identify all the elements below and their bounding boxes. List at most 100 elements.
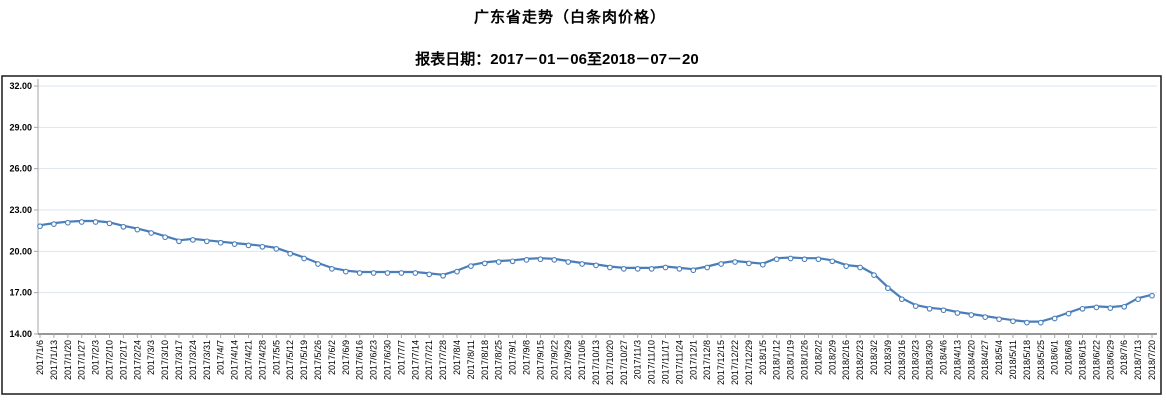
x-axis-label: 2017/9/15 <box>535 340 545 380</box>
x-axis-label: 2017/7/7 <box>396 340 406 375</box>
x-axis-label: 2017/6/23 <box>369 340 379 380</box>
data-point <box>551 257 558 263</box>
x-axis-label: 2017/2/10 <box>105 340 115 380</box>
x-axis-label: 2017/10/13 <box>591 340 601 385</box>
x-axis-label: 2018/2/16 <box>841 340 851 380</box>
data-point <box>495 259 502 265</box>
x-axis-label: 2017/4/7 <box>216 340 226 375</box>
x-axis-label: 2018/1/12 <box>772 340 782 380</box>
chart-border <box>1 75 1162 395</box>
data-point <box>565 259 572 265</box>
data-point <box>342 268 349 275</box>
data-point <box>773 256 780 263</box>
x-axis-label: 2017/4/14 <box>230 340 240 380</box>
data-point <box>106 220 113 227</box>
data-point <box>315 261 321 267</box>
data-point <box>329 266 335 272</box>
data-point <box>301 255 307 262</box>
data-point <box>746 260 752 267</box>
x-axis-label: 2017/2/3 <box>91 340 101 375</box>
data-point <box>1135 296 1141 303</box>
y-axis-label: 26.00 <box>9 164 32 174</box>
x-axis-label: 2018/4/20 <box>966 340 976 380</box>
data-point <box>162 234 168 241</box>
x-axis-label: 2018/7/13 <box>1133 340 1143 380</box>
x-axis-label: 2017/2/24 <box>132 340 142 380</box>
y-axis-label: 23.00 <box>9 205 32 215</box>
data-point <box>1121 303 1128 310</box>
x-axis-label: 2017/5/5 <box>271 340 281 375</box>
x-axis-label: 2017/6/9 <box>341 340 351 375</box>
x-axis-label: 2018/3/9 <box>883 340 893 375</box>
data-point <box>468 263 474 269</box>
data-point <box>412 270 419 276</box>
x-axis-label: 2018/3/23 <box>911 340 921 380</box>
x-axis-label: 2018/6/8 <box>1064 340 1074 375</box>
x-axis-label: 2017/11/3 <box>633 340 643 379</box>
chart-title: 广东省走势（白条肉价格） <box>473 9 666 26</box>
chart-subtitle: 报表日期：2017－01－06至2018－07－20 <box>415 51 699 68</box>
data-point <box>509 258 516 265</box>
x-axis-label: 2018/6/15 <box>1078 340 1088 380</box>
x-axis-label: 2017/3/24 <box>188 340 198 380</box>
data-point <box>871 272 877 278</box>
x-axis-label: 2017/3/10 <box>160 340 170 380</box>
data-point <box>1010 318 1016 325</box>
x-axis-label: 2017/8/11 <box>466 340 476 379</box>
data-point <box>231 241 238 247</box>
x-axis-label: 2018/7/6 <box>1119 340 1129 375</box>
data-point <box>940 307 947 314</box>
x-axis-label: 2017/5/12 <box>285 340 295 380</box>
data-point <box>148 230 155 236</box>
data-point <box>898 296 905 303</box>
data-point <box>662 264 669 271</box>
x-axis-label: 2018/1/19 <box>786 340 796 380</box>
data-point <box>51 221 57 227</box>
data-point <box>885 285 891 292</box>
x-axis-label: 2018/3/16 <box>897 340 907 380</box>
data-point <box>370 270 377 276</box>
data-point <box>523 257 530 263</box>
data-point <box>968 312 975 318</box>
data-point <box>620 266 627 272</box>
data-point <box>815 256 822 263</box>
x-axis-label: 2018/2/23 <box>855 340 865 380</box>
data-point <box>384 270 391 276</box>
data-point <box>1149 292 1155 299</box>
x-axis-label: 2017/3/17 <box>174 340 184 380</box>
x-axis-label: 2018/1/26 <box>800 340 810 380</box>
x-axis-label: 2017/4/28 <box>257 340 267 380</box>
x-axis-label: 2017/6/30 <box>383 340 393 380</box>
data-point <box>356 270 363 276</box>
data-point <box>676 266 683 272</box>
data-point <box>787 255 794 262</box>
x-axis-label: 2017/10/27 <box>619 340 629 385</box>
data-point <box>176 238 182 245</box>
x-axis-label: 2017/9/1 <box>508 340 518 375</box>
x-axis-label: 2017/6/2 <box>327 340 337 375</box>
data-point <box>648 266 655 272</box>
x-axis-label: 2017/5/26 <box>313 340 323 380</box>
x-axis-label: 2017/12/15 <box>716 340 726 385</box>
data-point <box>1093 304 1100 311</box>
x-axis-label: 2018/1/5 <box>758 340 768 375</box>
x-axis-label: 2017/12/22 <box>730 340 740 385</box>
x-axis-label: 2017/3/3 <box>146 340 156 375</box>
x-axis-label: 2018/6/22 <box>1091 340 1101 380</box>
y-axis-label: 14.00 <box>9 329 32 339</box>
x-axis-label: 2017/1/27 <box>77 340 87 380</box>
x-axis-label: 2017/9/29 <box>563 340 573 380</box>
x-axis-label: 2018/3/2 <box>869 340 879 375</box>
data-point <box>926 305 933 312</box>
x-axis-label: 2017/12/8 <box>702 340 712 380</box>
data-point <box>64 219 71 226</box>
data-point <box>912 303 919 309</box>
data-point <box>732 259 738 265</box>
x-axis-label: 2017/1/13 <box>49 340 59 380</box>
data-point <box>579 261 585 267</box>
data-point <box>398 270 405 276</box>
x-axis-label: 2017/8/4 <box>452 340 462 375</box>
data-point <box>801 256 808 263</box>
